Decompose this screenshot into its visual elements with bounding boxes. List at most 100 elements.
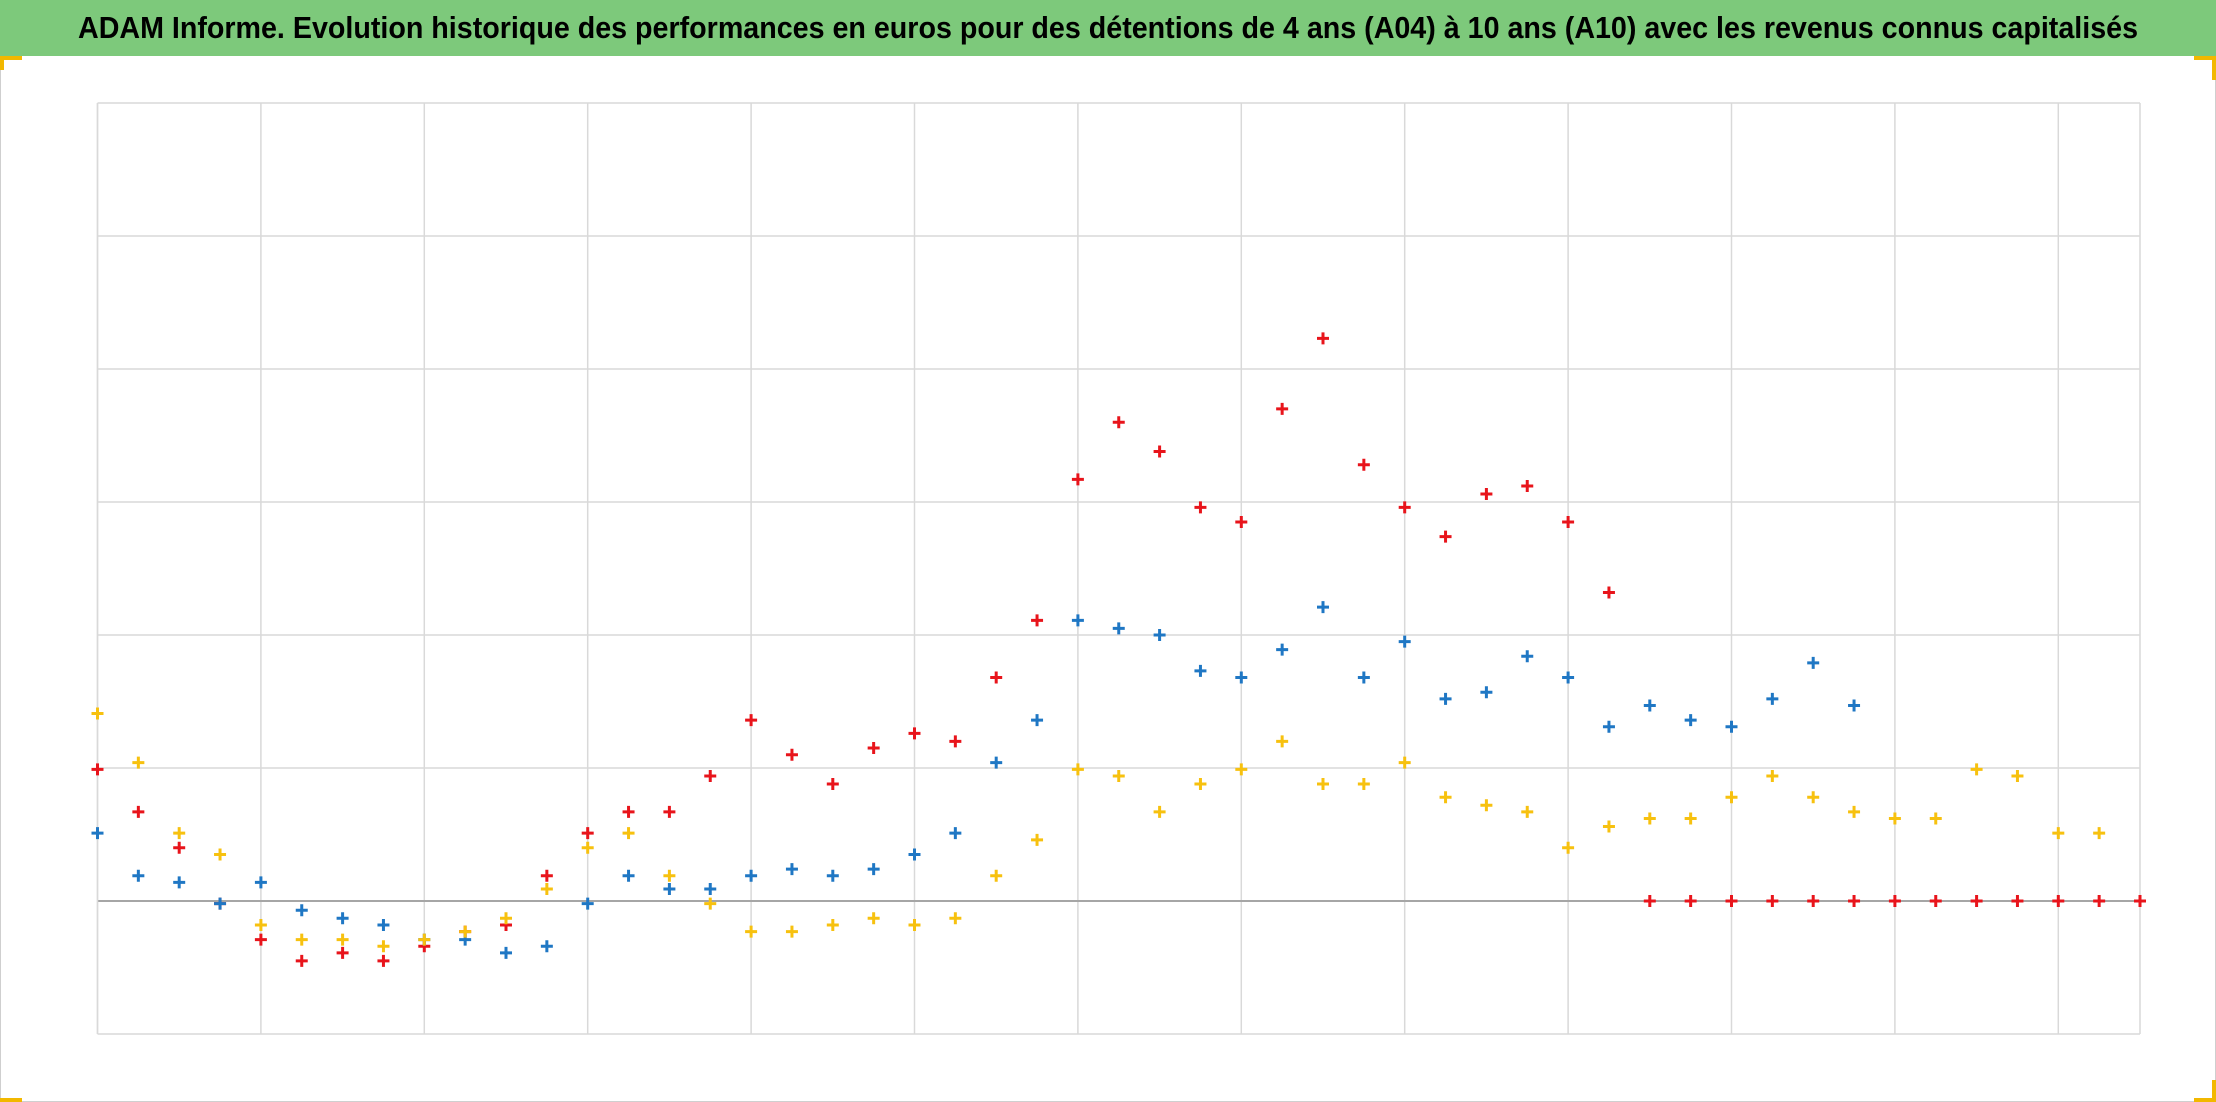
marker [908, 727, 921, 740]
marker [91, 827, 104, 840]
marker [1071, 763, 1084, 776]
marker [2052, 895, 2065, 907]
marker [295, 904, 308, 917]
marker [91, 707, 104, 720]
marker [1480, 488, 1493, 501]
marker [622, 869, 635, 882]
marker [1929, 812, 1942, 825]
marker [2011, 895, 2024, 907]
marker [1521, 650, 1534, 663]
marker [908, 848, 921, 861]
marker [826, 918, 839, 931]
marker [785, 863, 798, 876]
marker [1848, 805, 1861, 818]
marker [867, 863, 880, 876]
marker [826, 869, 839, 882]
marker [1480, 686, 1493, 699]
marker [336, 946, 349, 959]
marker [1317, 601, 1329, 614]
marker [990, 671, 1003, 684]
marker [1725, 720, 1738, 733]
marker [1357, 458, 1370, 471]
marker [1643, 812, 1656, 825]
marker [418, 933, 431, 946]
marker [1848, 699, 1861, 712]
marker [540, 869, 553, 882]
marker [1398, 635, 1411, 648]
marker [500, 912, 512, 925]
marker [1112, 416, 1125, 429]
marker [1439, 791, 1452, 804]
marker [663, 869, 676, 882]
marker [91, 763, 104, 776]
marker [173, 841, 186, 854]
marker [663, 805, 676, 818]
marker [1521, 805, 1534, 818]
marker [1684, 812, 1697, 825]
marker [1153, 629, 1166, 641]
marker [1031, 833, 1044, 846]
marker [704, 897, 717, 910]
marker [132, 869, 145, 882]
marker [2093, 827, 2106, 840]
marker [949, 912, 962, 925]
marker [1153, 445, 1166, 458]
marker [377, 954, 390, 967]
marker [1888, 895, 1901, 907]
marker [1357, 671, 1370, 684]
marker [1276, 735, 1289, 748]
marker [663, 883, 676, 896]
marker [704, 769, 717, 782]
marker [254, 933, 267, 946]
marker [1235, 763, 1248, 776]
marker [377, 940, 390, 953]
marker [704, 883, 717, 896]
marker [581, 897, 594, 910]
marker [500, 946, 512, 959]
marker [173, 876, 186, 889]
marker [1562, 671, 1575, 684]
marker [1602, 720, 1615, 733]
marker [867, 912, 880, 925]
marker [1439, 692, 1452, 705]
marker [581, 841, 594, 854]
marker [1602, 586, 1615, 599]
marker [622, 805, 635, 818]
marker [132, 756, 145, 769]
marker [990, 869, 1003, 882]
marker [2052, 827, 2065, 840]
marker [1153, 805, 1166, 818]
marker [990, 756, 1003, 769]
marker [1643, 895, 1656, 907]
marker [1684, 895, 1697, 907]
marker [2093, 895, 2106, 907]
marker [949, 735, 962, 748]
marker [1112, 769, 1125, 782]
marker [1071, 614, 1084, 627]
marker [785, 748, 798, 761]
title-band [0, 0, 2216, 56]
marker [214, 848, 227, 861]
marker [1317, 332, 1329, 345]
marker [1725, 791, 1738, 804]
marker [459, 925, 472, 938]
marker [254, 876, 267, 889]
marker [540, 940, 553, 953]
marker [1888, 812, 1901, 825]
marker [1521, 480, 1534, 493]
marker [2011, 769, 2024, 782]
marker [908, 918, 921, 931]
corner-marks [0, 56, 2216, 1102]
marker [1235, 515, 1248, 528]
marker [540, 883, 553, 896]
marker [1643, 699, 1656, 712]
marker [826, 777, 839, 790]
marker [1970, 895, 1983, 907]
marker [295, 954, 308, 967]
marker [1194, 664, 1207, 677]
marker [1807, 656, 1820, 669]
marker [1725, 895, 1738, 907]
chart-title: ADAM Informe. Evolution historique des p… [78, 10, 2138, 45]
